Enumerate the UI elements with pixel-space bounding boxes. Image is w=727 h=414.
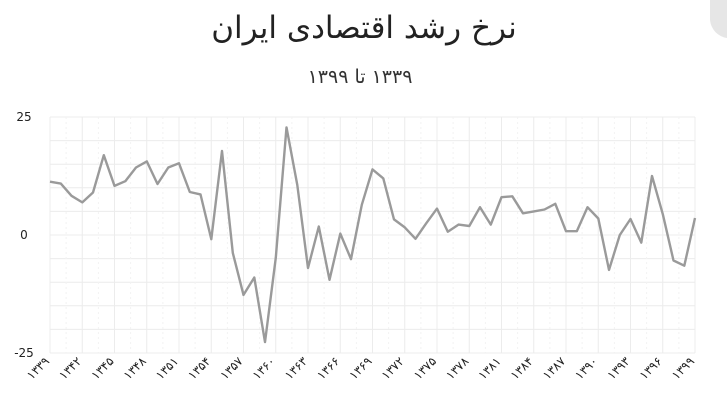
x-tick-label: ۱۳۹۹	[669, 354, 697, 382]
x-tick-label: ۱۳۷۵	[411, 354, 439, 382]
x-tick-label: ۱۳۴۵	[88, 354, 116, 382]
x-tick-label: ۱۳۵۴	[185, 354, 213, 382]
x-tick-label: ۱۳۸۴	[508, 354, 536, 382]
x-tick-label: ۱۳۶۹	[346, 354, 374, 382]
x-tick-label: ۱۳۸۱	[475, 354, 503, 382]
chart-subtitle: ۱۳۳۹ تا ۱۳۹۹	[308, 66, 413, 88]
y-tick-label: 25	[16, 110, 31, 124]
grid	[49, 116, 696, 354]
series-line	[49, 126, 697, 344]
x-tick-label: ۱۳۶۰	[250, 354, 278, 382]
y-axis-ticks: 25 0 -25	[14, 110, 34, 360]
x-tick-label: ۱۳۷۸	[443, 354, 472, 383]
x-axis-ticks: ۱۳۳۹ ۱۳۴۲ ۱۳۴۵ ۱۳۴۸ ۱۳۵۱ ۱۳۵۴ ۱۳۵۷ ۱۳۶۰ ۱۳۶۳ ۱۳۶۶…	[24, 354, 697, 383]
x-tick-label: ۱۳۹۳	[604, 354, 633, 383]
x-tick-label: ۱۳۴۸	[121, 354, 150, 383]
x-tick-label: ۱۳۶۳	[282, 354, 311, 383]
x-tick-label: ۱۳۸۷	[540, 354, 569, 383]
corner-decoration	[710, 0, 727, 38]
y-tick-label: 0	[20, 228, 28, 242]
x-tick-label: ۱۳۷۲	[379, 354, 407, 382]
chart-title: نرخ رشد اقتصادی ایران	[211, 10, 516, 46]
x-tick-label: ۱۳۶۶	[314, 354, 342, 382]
series-group	[49, 126, 697, 344]
x-tick-label: ۱۳۹۰	[572, 354, 600, 382]
x-tick-label: ۱۳۵۷	[217, 354, 246, 383]
x-tick-label: ۱۳۵۱	[153, 354, 181, 382]
y-tick-label: -25	[14, 346, 34, 360]
x-tick-label: ۱۳۹۶	[637, 354, 665, 382]
x-tick-label: ۱۳۴۲	[56, 354, 84, 382]
